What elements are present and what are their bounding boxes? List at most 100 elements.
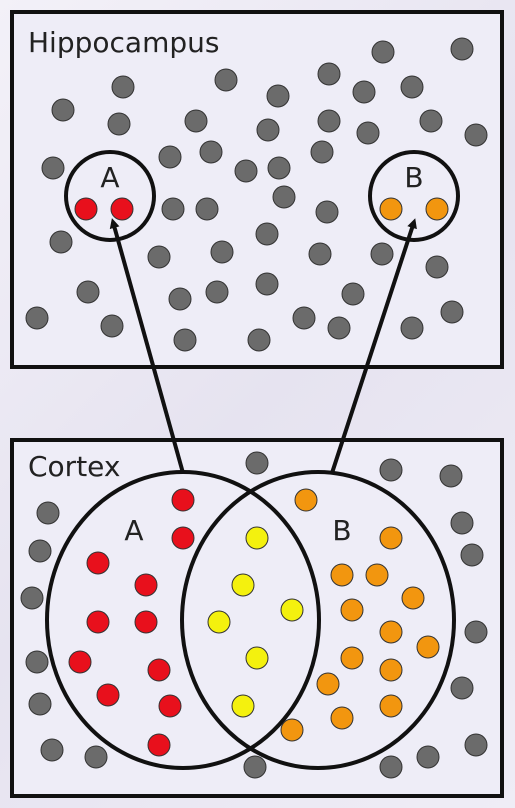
neuron (464, 733, 488, 757)
neuron-a (68, 650, 92, 674)
neuron (317, 62, 341, 86)
neuron-b (340, 598, 364, 622)
neuron (292, 306, 316, 330)
neuron-b (330, 563, 354, 587)
hippocampus-title: Hippocampus (28, 26, 219, 59)
hippocampus-label-a: A (100, 161, 119, 194)
neuron (100, 314, 124, 338)
neuron (266, 84, 290, 108)
neuron-a (96, 683, 120, 707)
neuron (28, 539, 52, 563)
hippocampus-b-neurons (379, 197, 449, 221)
neuron (308, 242, 332, 266)
arrow-a (109, 218, 185, 474)
hippocampus-a-neurons (74, 197, 134, 221)
neuron (416, 745, 440, 769)
neuron-a (86, 551, 110, 575)
neuron (379, 755, 403, 779)
neuron (460, 543, 484, 567)
neuron (84, 745, 108, 769)
neuron-b (379, 658, 403, 682)
neuron (450, 37, 474, 61)
neuron (184, 109, 208, 133)
neuron-b (401, 586, 425, 610)
cortex-b-neurons (280, 488, 440, 742)
neuron-b (365, 563, 389, 587)
neuron-b (340, 646, 364, 670)
hippocampus-cluster-b (368, 150, 460, 242)
neuron (199, 140, 223, 164)
hippocampus-cluster-a (64, 150, 156, 242)
neuron (310, 140, 334, 164)
cortex-label-a: A (124, 514, 143, 547)
neuron (315, 200, 339, 224)
neuron-ab (280, 598, 304, 622)
neuron (49, 230, 73, 254)
neuron (173, 328, 197, 352)
neuron-a (171, 526, 195, 550)
neuron (464, 620, 488, 644)
neuron (51, 98, 75, 122)
neuron (36, 501, 60, 525)
neuron-a (134, 573, 158, 597)
neuron-ab (245, 526, 269, 550)
neuron (20, 586, 44, 610)
neuron-b (294, 488, 318, 512)
cortex-label-b: B (332, 514, 351, 547)
neuron (272, 185, 296, 209)
neuron (243, 755, 267, 779)
cortex-neurons (20, 451, 488, 779)
neuron (28, 692, 52, 716)
neuron (25, 650, 49, 674)
neuron (107, 112, 131, 136)
neuron (419, 109, 443, 133)
neuron (356, 121, 380, 145)
neuron-a (147, 658, 171, 682)
neuron (255, 272, 279, 296)
neuron-b (316, 672, 340, 696)
neuron-b (280, 718, 304, 742)
neuron (400, 316, 424, 340)
neuron (440, 300, 464, 324)
neuron (210, 240, 234, 264)
neuron (158, 145, 182, 169)
cortex-set-b (180, 470, 456, 770)
neuron-ab (245, 646, 269, 670)
neuron (168, 287, 192, 311)
neuron-ab (231, 573, 255, 597)
neuron (379, 458, 403, 482)
neuron (450, 676, 474, 700)
neuron-a (110, 197, 134, 221)
neuron (255, 222, 279, 246)
neuron (341, 282, 365, 306)
neuron (161, 197, 185, 221)
neuron-a (74, 197, 98, 221)
neuron (400, 75, 424, 99)
neuron (352, 80, 376, 104)
neuron-b (379, 694, 403, 718)
cortex-title: Cortex (28, 450, 120, 483)
hippocampus-box (10, 10, 504, 369)
cortex-overlap-neurons (207, 526, 304, 718)
neuron (371, 40, 395, 64)
hippocampus-neurons (25, 37, 488, 352)
neuron-ab (207, 610, 231, 634)
neuron (245, 451, 269, 475)
neuron (25, 306, 49, 330)
neuron (439, 464, 463, 488)
neuron-a (147, 733, 171, 757)
neuron (111, 75, 135, 99)
neuron (327, 316, 351, 340)
neuron (464, 123, 488, 147)
neuron (370, 242, 394, 266)
neuron (247, 328, 271, 352)
neuron-b (425, 197, 449, 221)
neuron (205, 280, 229, 304)
neuron (195, 197, 219, 221)
neuron-ab (231, 694, 255, 718)
neuron (76, 280, 100, 304)
cortex-a-neurons (68, 488, 195, 757)
arrow-b (330, 218, 417, 474)
neuron-b (330, 706, 354, 730)
